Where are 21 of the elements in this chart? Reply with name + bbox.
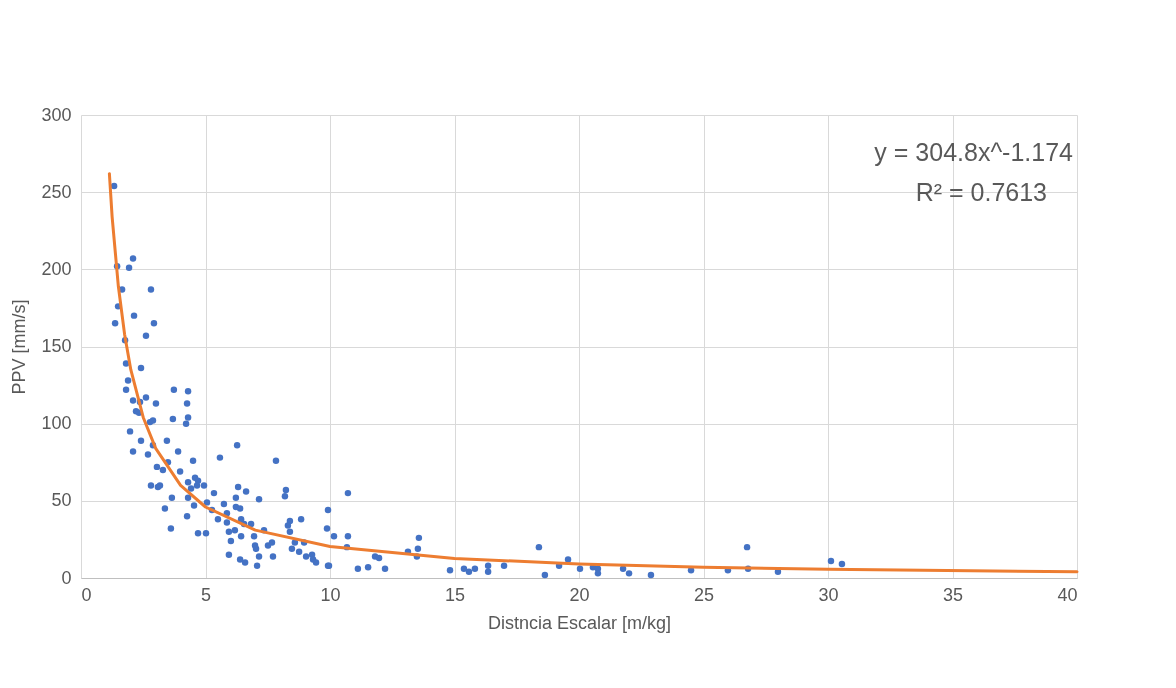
x-tick-label: 10 xyxy=(320,584,341,605)
y-axis-title: PPV [mm/s] xyxy=(9,299,30,395)
annotation: y = 304.8x^-1.174 xyxy=(874,138,1074,166)
x-tick-label: 15 xyxy=(444,584,466,605)
x-tick-label: 0 xyxy=(81,584,92,605)
x-tick-label: 30 xyxy=(818,584,839,605)
x-axis-title: Distncia Escalar [m/kg] xyxy=(487,612,672,633)
y-tick-label: 300 xyxy=(41,104,72,125)
y-tick-label: 200 xyxy=(41,258,72,279)
y-tick-label: 150 xyxy=(41,336,72,356)
line-series xyxy=(107,172,1079,574)
y-tick-label: 0 xyxy=(61,567,72,588)
y-tick-label: 250 xyxy=(41,181,72,202)
x-tick-label: 40 xyxy=(1057,584,1078,605)
y-tick-label: 100 xyxy=(41,413,72,434)
x-tick-label: 5 xyxy=(200,584,212,605)
y-tick-label: 50 xyxy=(51,490,72,511)
annotation: R² = 0.7613 xyxy=(915,178,1047,206)
x-tick-label: 25 xyxy=(693,584,715,605)
x-tick-label: 20 xyxy=(569,584,590,605)
x-tick-label: 35 xyxy=(942,584,964,605)
